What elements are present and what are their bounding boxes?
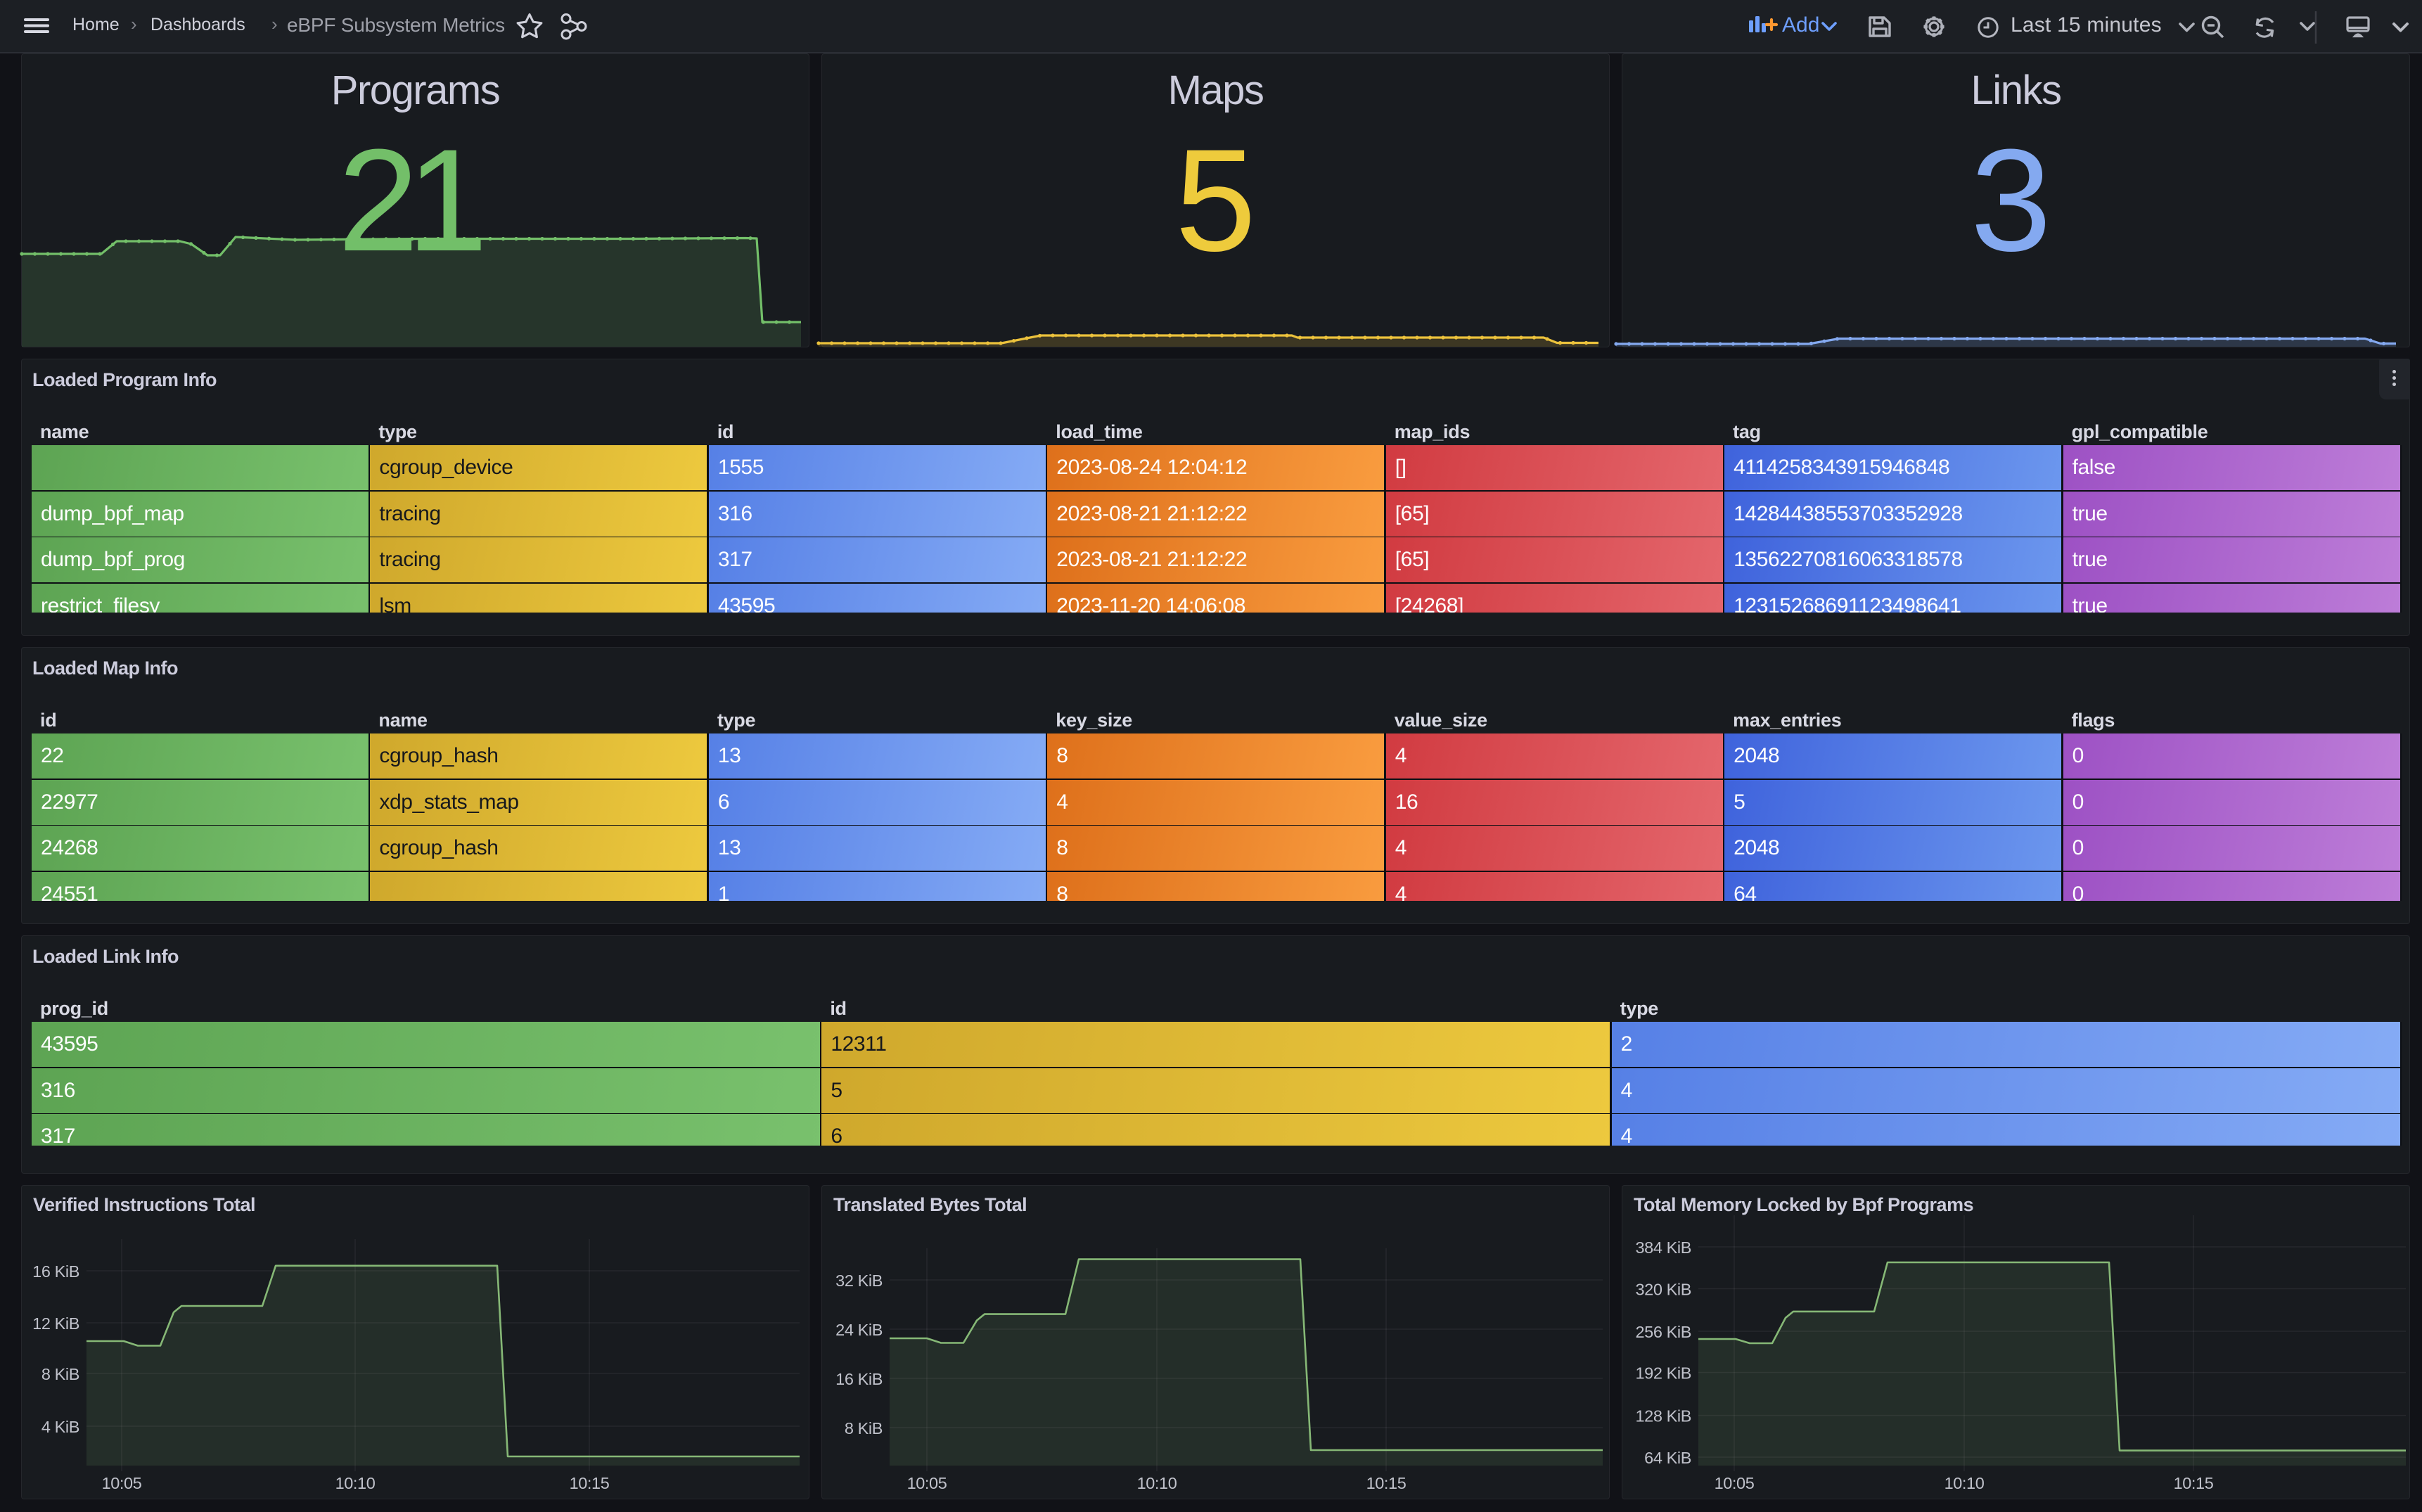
svg-text:10:05: 10:05	[102, 1474, 142, 1492]
svg-text:256 KiB: 256 KiB	[1635, 1323, 1691, 1341]
svg-text:10:10: 10:10	[335, 1474, 376, 1492]
svg-text:10:15: 10:15	[2174, 1474, 2214, 1492]
svg-text:64 KiB: 64 KiB	[1644, 1449, 1691, 1467]
svg-text:12 KiB: 12 KiB	[32, 1314, 79, 1333]
svg-text:128 KiB: 128 KiB	[1635, 1407, 1691, 1425]
svg-text:10:15: 10:15	[1366, 1474, 1407, 1492]
svg-text:16 KiB: 16 KiB	[835, 1370, 883, 1388]
svg-text:10:15: 10:15	[570, 1474, 610, 1492]
svg-text:192 KiB: 192 KiB	[1635, 1364, 1691, 1383]
svg-text:8 KiB: 8 KiB	[41, 1365, 79, 1383]
svg-text:16 KiB: 16 KiB	[32, 1262, 79, 1281]
svg-text:10:05: 10:05	[907, 1474, 947, 1492]
svg-text:4 KiB: 4 KiB	[41, 1418, 79, 1436]
svg-text:32 KiB: 32 KiB	[835, 1271, 883, 1290]
svg-text:320 KiB: 320 KiB	[1635, 1281, 1691, 1299]
svg-text:10:10: 10:10	[1137, 1474, 1177, 1492]
svg-text:8 KiB: 8 KiB	[845, 1419, 883, 1437]
svg-text:10:10: 10:10	[1944, 1474, 1985, 1492]
svg-text:10:05: 10:05	[1715, 1474, 1755, 1492]
svg-text:24 KiB: 24 KiB	[835, 1321, 883, 1339]
svg-text:384 KiB: 384 KiB	[1635, 1238, 1691, 1257]
